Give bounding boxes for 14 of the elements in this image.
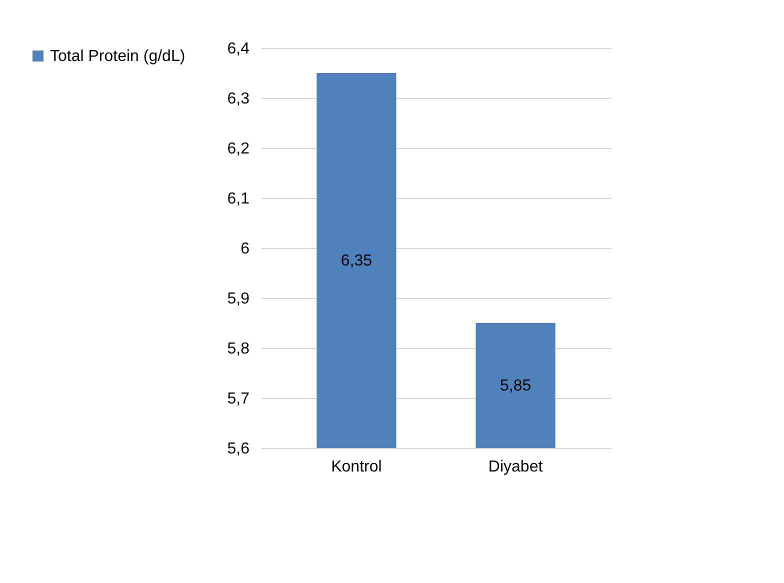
y-tick-label: 6,4 (227, 40, 250, 58)
x-tick-label: Kontrol (331, 458, 382, 476)
legend-label: Total Protein (g/dL) (50, 48, 186, 65)
y-tick-label: 5,9 (227, 290, 250, 308)
y-tick-label: 5,7 (227, 390, 250, 408)
text: 6,35 (340, 252, 372, 270)
y-tick-label: 5,8 (227, 340, 250, 358)
y-tick-label: 6 (240, 240, 250, 258)
y-tick-label: 6,1 (227, 190, 250, 208)
y-tick-label: 5,6 (227, 440, 250, 458)
text: 5,85 (500, 378, 532, 394)
x-tick-label: Diyabet (488, 458, 544, 476)
y-tick-label: 6,2 (227, 140, 250, 158)
y-tick-label: 6,3 (227, 90, 250, 108)
